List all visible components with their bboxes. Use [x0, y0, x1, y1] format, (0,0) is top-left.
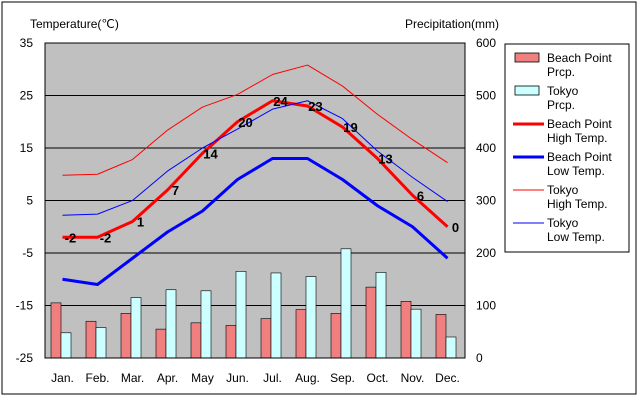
x-tick-label: May	[191, 371, 214, 385]
data-label: -2	[100, 230, 112, 245]
data-label: 7	[172, 183, 179, 198]
right-axis-ticks: 600 500 400 300 200 100 0	[476, 36, 496, 365]
x-tick-label: Feb.	[85, 371, 109, 385]
left-tick-label: 15	[20, 141, 34, 155]
precip-bar	[295, 309, 307, 359]
precip-bar	[305, 276, 317, 359]
left-axis-title: Temperature(℃)	[30, 17, 119, 31]
precip-bar	[400, 300, 412, 359]
precip-bar	[120, 313, 132, 359]
precip-bar	[410, 308, 422, 359]
precip-bar	[190, 322, 202, 359]
left-tick-label: 5	[26, 194, 33, 208]
precip-bar	[200, 290, 212, 359]
precip-bar	[365, 286, 377, 359]
legend-label: Beach Point	[547, 117, 612, 131]
x-tick-label: Nov.	[401, 371, 425, 385]
data-label: 19	[343, 120, 357, 135]
gridlines	[45, 95, 465, 306]
precip-bar	[95, 327, 107, 359]
right-tick-label: 400	[476, 141, 496, 155]
precip-bar	[330, 313, 342, 359]
temp-line	[62, 64, 448, 176]
data-label: 6	[417, 188, 424, 203]
temp-line	[62, 99, 449, 239]
legend-label: Beach Point	[547, 51, 612, 65]
data-label: 20	[238, 115, 252, 130]
legend-label: High Temp.	[547, 131, 607, 145]
left-tick-label: 35	[20, 36, 34, 50]
x-tick-label: Sep.	[330, 371, 355, 385]
x-tick-label: Oct.	[366, 371, 388, 385]
precip-bar	[60, 332, 72, 359]
x-tick-label: Jan.	[51, 371, 74, 385]
precip-bar	[155, 328, 167, 359]
right-tick-label: 600	[476, 36, 496, 50]
legend-label: Low Temp.	[547, 164, 605, 178]
left-tick-label: -15	[16, 299, 34, 313]
legend-swatch	[514, 52, 540, 63]
legend-label: Tokyo	[547, 183, 579, 197]
x-tick-label: Dec.	[435, 371, 460, 385]
precipitation-bars	[50, 248, 457, 359]
precip-bar	[165, 289, 177, 359]
data-label: -2	[65, 230, 77, 245]
legend-box	[504, 43, 630, 253]
precip-bar	[50, 302, 62, 359]
data-label: 13	[378, 152, 392, 167]
legend-label: Prcp.	[547, 98, 575, 112]
precip-bar	[270, 272, 282, 359]
x-tick-label: Apr.	[157, 371, 178, 385]
precip-bar	[225, 325, 237, 359]
precip-bar	[235, 271, 247, 359]
x-tick-label: Mar.	[121, 371, 144, 385]
data-label: 0	[452, 220, 459, 235]
precip-bar	[260, 318, 272, 359]
right-axis-title: Precipitation(mm)	[405, 17, 499, 31]
precip-bar	[435, 314, 447, 359]
right-tick-label: 500	[476, 89, 496, 103]
x-tick-label: Jun.	[226, 371, 249, 385]
left-tick-label: -25	[16, 351, 34, 365]
legend-label: Low Temp.	[547, 230, 605, 244]
precip-bar	[375, 272, 387, 359]
x-tick-label: Aug.	[295, 371, 320, 385]
left-axis-ticks: 35 25 15 5 -5 -15 -25	[16, 36, 34, 365]
left-tick-label: 25	[20, 89, 34, 103]
data-label: 23	[308, 99, 322, 114]
plot-frame	[44, 42, 466, 359]
x-tick-label: Jul.	[263, 371, 282, 385]
data-label: 24	[273, 94, 288, 109]
legend-swatch	[514, 85, 540, 96]
legend-label: Tokyo	[547, 84, 579, 98]
legend-label: Prcp.	[547, 65, 575, 79]
data-labels: -2 -2 1 7 14 20 24 23 19 13 6 0	[65, 94, 459, 246]
right-tick-label: 100	[476, 299, 496, 313]
legend-label: High Temp.	[547, 197, 607, 211]
left-tick-label: -5	[22, 246, 33, 260]
data-label: 1	[137, 215, 144, 230]
temperature-lines	[62, 64, 449, 286]
right-tick-label: 0	[476, 351, 483, 365]
legend-label: Beach Point	[547, 150, 612, 164]
temp-line	[62, 100, 448, 216]
precip-bar	[340, 248, 352, 359]
data-label: 14	[203, 146, 218, 161]
right-tick-label: 200	[476, 246, 496, 260]
precip-bar	[445, 336, 457, 359]
right-tick-label: 300	[476, 194, 496, 208]
precip-bar	[85, 320, 97, 359]
x-axis-ticks: Jan. Feb. Mar. Apr. May Jun. Jul. Aug. Sep. Oct. N…	[51, 371, 460, 385]
legend-label: Tokyo	[547, 216, 579, 230]
temp-line	[62, 157, 449, 286]
precip-bar	[130, 297, 142, 359]
